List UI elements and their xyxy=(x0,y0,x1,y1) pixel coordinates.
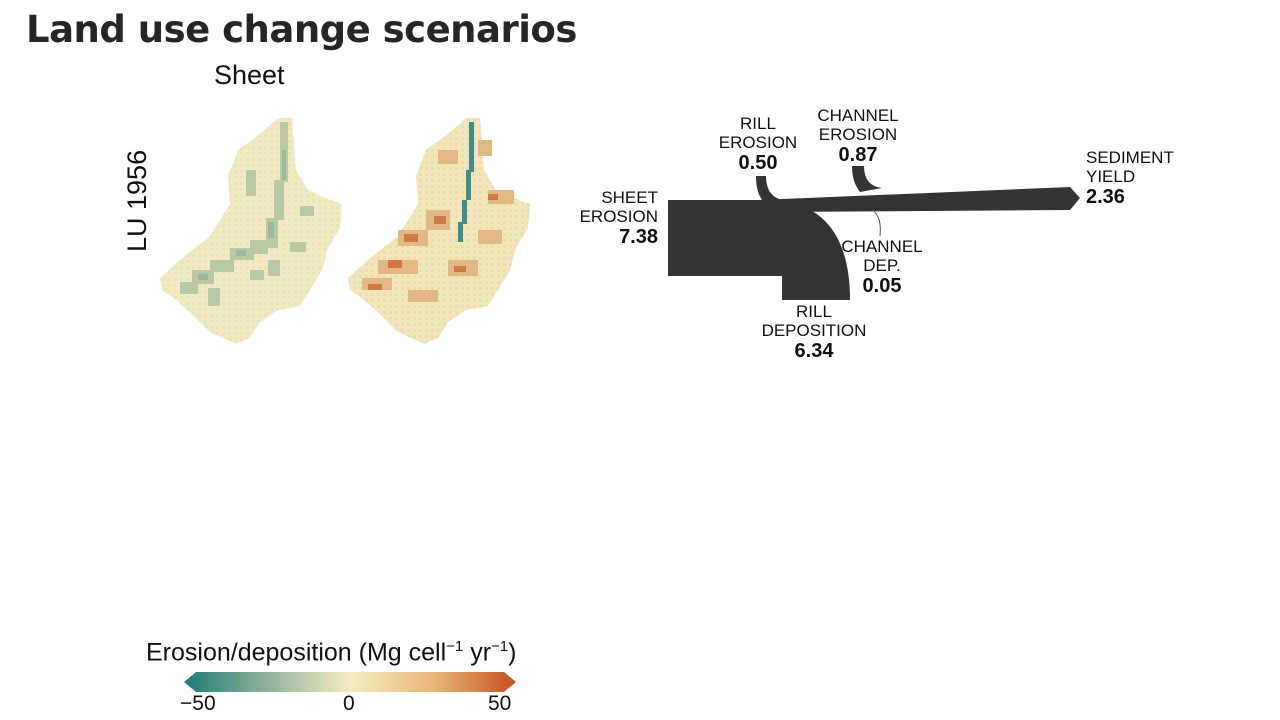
catchment-outline-right xyxy=(348,118,530,344)
channel-erosion-name2: EROSION xyxy=(818,125,898,144)
sheet-erosion-name2: EROSION xyxy=(579,207,658,226)
legend-tick-min: −50 xyxy=(180,692,216,715)
rill-erosion-name2: EROSION xyxy=(718,133,798,152)
label-sediment-yield: SEDIMENT YIELD 2.36 xyxy=(1086,148,1196,208)
column-label: Sheet xyxy=(214,60,285,90)
slide-title: Land use change scenarios xyxy=(26,8,577,51)
legend-tick-max: 50 xyxy=(488,692,512,715)
label-rill-deposition: RILL DEPOSITION 6.34 xyxy=(752,302,876,362)
label-rill-erosion: RILL EROSION 0.50 xyxy=(708,114,808,174)
rill-deposition-name1: RILL xyxy=(796,302,832,321)
sediment-yield-name2: YIELD xyxy=(1086,167,1136,186)
label-sheet-erosion: SHEET EROSION 7.38 xyxy=(560,188,658,248)
flow-channel-erosion xyxy=(852,166,882,192)
legend-title-end: ) xyxy=(508,638,517,667)
erosion-map-right xyxy=(348,118,530,344)
flow-rill-erosion xyxy=(756,176,782,204)
sheet-erosion-value: 7.38 xyxy=(619,226,658,248)
label-channel-erosion: CHANNEL EROSION 0.87 xyxy=(806,106,910,166)
catchment-outline-left xyxy=(160,118,342,344)
sediment-yield-value: 2.36 xyxy=(1086,186,1125,208)
channel-dep-value: 0.05 xyxy=(862,275,902,297)
flow-channel-dep xyxy=(871,209,881,237)
legend-colorbar xyxy=(184,672,516,692)
legend-title-main: Erosion/deposition (Mg cell xyxy=(146,638,447,667)
channel-erosion-name1: CHANNEL xyxy=(817,106,899,125)
rill-deposition-value: 6.34 xyxy=(794,340,834,362)
sediment-sankey xyxy=(668,166,1080,300)
flow-sheet-erosion xyxy=(668,200,850,300)
rill-erosion-value: 0.50 xyxy=(738,152,778,174)
channel-dep-name1: CHANNEL xyxy=(841,237,923,256)
rill-deposition-name2: DEPOSITION xyxy=(761,321,867,340)
sediment-yield-name1: SEDIMENT xyxy=(1086,148,1174,167)
legend-title-sup2: −1 xyxy=(491,638,509,655)
legend-title: Erosion/deposition (Mg cell−1 yr−1) xyxy=(146,638,516,667)
legend-title-mid: yr xyxy=(463,638,492,667)
rill-erosion-name1: RILL xyxy=(740,114,776,133)
legend-tick-mid: 0 xyxy=(343,692,355,715)
erosion-map-left xyxy=(160,118,342,344)
legend-title-sup1: −1 xyxy=(446,638,464,655)
channel-erosion-value: 0.87 xyxy=(838,144,878,166)
channel-dep-name2: DEP. xyxy=(863,256,901,275)
label-channel-dep: CHANNEL DEP. 0.05 xyxy=(832,237,932,297)
flow-sediment-yield xyxy=(760,187,1080,212)
sheet-erosion-name1: SHEET xyxy=(601,188,658,207)
